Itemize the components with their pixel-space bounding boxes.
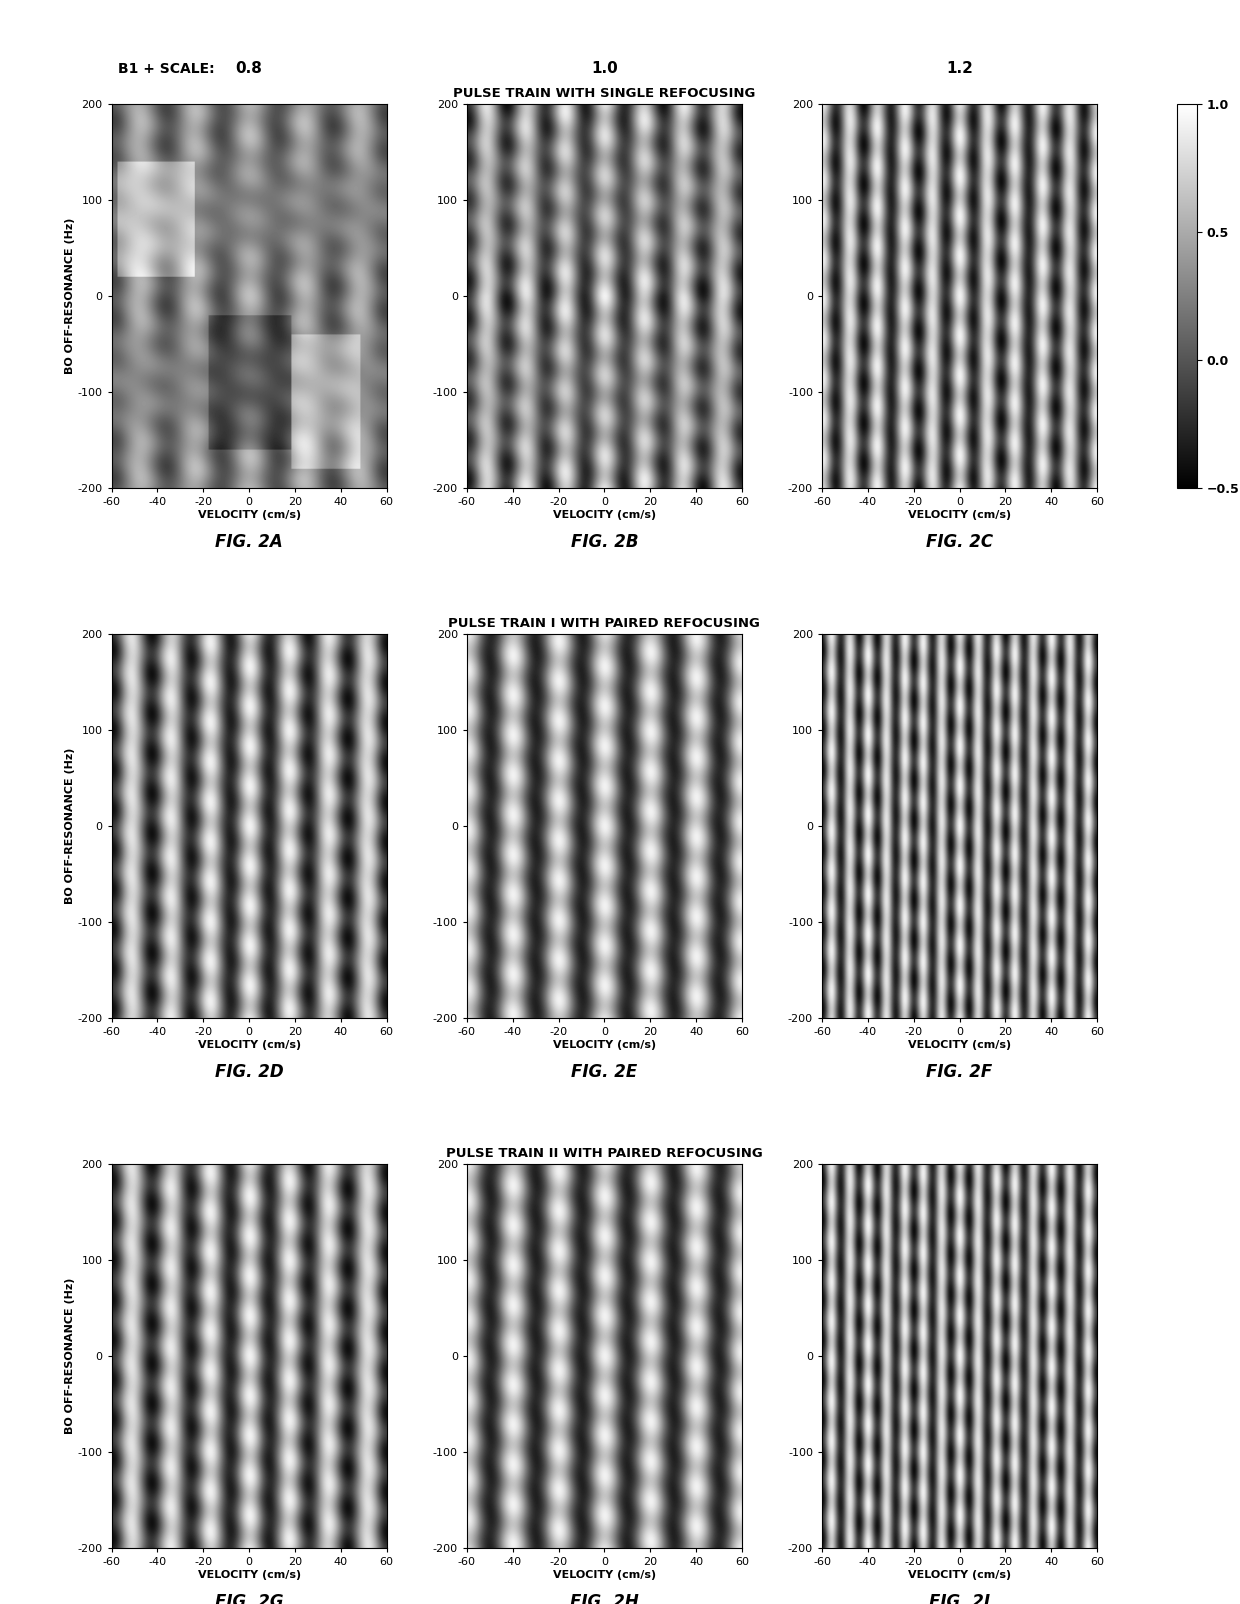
- X-axis label: VELOCITY (cm/s): VELOCITY (cm/s): [197, 1039, 300, 1051]
- Text: FIG. 2E: FIG. 2E: [572, 1063, 637, 1081]
- Text: FIG. 2C: FIG. 2C: [926, 533, 993, 552]
- X-axis label: VELOCITY (cm/s): VELOCITY (cm/s): [553, 1039, 656, 1051]
- X-axis label: VELOCITY (cm/s): VELOCITY (cm/s): [197, 510, 300, 520]
- X-axis label: VELOCITY (cm/s): VELOCITY (cm/s): [908, 510, 1011, 520]
- Text: 1.2: 1.2: [946, 61, 973, 77]
- Text: FIG. 2F: FIG. 2F: [926, 1063, 993, 1081]
- X-axis label: VELOCITY (cm/s): VELOCITY (cm/s): [908, 1039, 1011, 1051]
- Text: FIG. 2G: FIG. 2G: [215, 1593, 284, 1604]
- Text: 1.0: 1.0: [591, 61, 618, 77]
- Y-axis label: BO OFF-RESONANCE (Hz): BO OFF-RESONANCE (Hz): [64, 1278, 74, 1434]
- Text: FIG. 2D: FIG. 2D: [215, 1063, 284, 1081]
- Text: FIG. 2I: FIG. 2I: [929, 1593, 990, 1604]
- Title: PULSE TRAIN II WITH PAIRED REFOCUSING: PULSE TRAIN II WITH PAIRED REFOCUSING: [446, 1147, 763, 1160]
- Text: B1 + SCALE:: B1 + SCALE:: [118, 63, 215, 75]
- Y-axis label: BO OFF-RESONANCE (Hz): BO OFF-RESONANCE (Hz): [64, 218, 74, 374]
- Text: FIG. 2H: FIG. 2H: [570, 1593, 639, 1604]
- X-axis label: VELOCITY (cm/s): VELOCITY (cm/s): [553, 1570, 656, 1580]
- X-axis label: VELOCITY (cm/s): VELOCITY (cm/s): [553, 510, 656, 520]
- Y-axis label: BO OFF-RESONANCE (Hz): BO OFF-RESONANCE (Hz): [64, 747, 74, 905]
- Title: PULSE TRAIN I WITH PAIRED REFOCUSING: PULSE TRAIN I WITH PAIRED REFOCUSING: [449, 618, 760, 630]
- Text: FIG. 2A: FIG. 2A: [216, 533, 283, 552]
- Title: PULSE TRAIN WITH SINGLE REFOCUSING: PULSE TRAIN WITH SINGLE REFOCUSING: [453, 87, 755, 101]
- X-axis label: VELOCITY (cm/s): VELOCITY (cm/s): [908, 1570, 1011, 1580]
- Text: 0.8: 0.8: [236, 61, 263, 77]
- Text: FIG. 2B: FIG. 2B: [570, 533, 639, 552]
- X-axis label: VELOCITY (cm/s): VELOCITY (cm/s): [197, 1570, 300, 1580]
